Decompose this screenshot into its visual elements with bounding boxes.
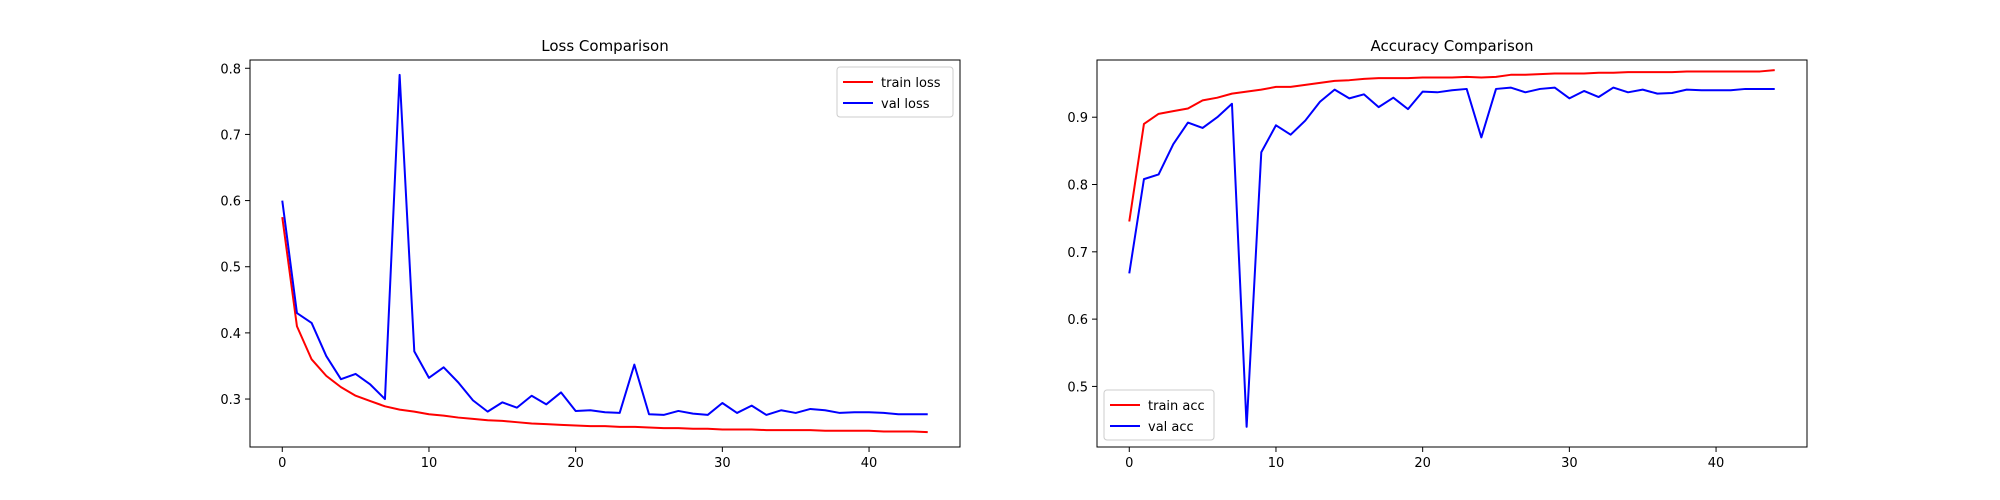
chart-title: Accuracy Comparison (1370, 37, 1533, 55)
y-tick-label: 0.7 (220, 128, 241, 143)
legend-label: val acc (1148, 420, 1194, 435)
x-tick-label: 30 (1561, 456, 1578, 471)
chart-0: Loss Comparison 0 10 20 30 40 0.3 0.4 0.5 0.6 0.7 0… (220, 37, 961, 471)
x-tick-label: 30 (714, 456, 731, 471)
y-tick-label: 0.3 (220, 393, 241, 408)
y-tick-label: 0.5 (1067, 380, 1088, 395)
series-line-train-loss (281, 216, 928, 434)
y-tick-label: 0.6 (220, 195, 241, 210)
x-tick-label: 40 (861, 456, 878, 471)
chart-1: Accuracy Comparison 0 10 20 30 40 0.5 0.6 0.7 0.8… (1067, 37, 1808, 471)
series-line-train-acc (1128, 69, 1775, 222)
legend-label: train loss (881, 76, 941, 91)
y-tick-label: 0.4 (220, 327, 241, 342)
x-tick-label: 10 (421, 456, 438, 471)
legend-box (836, 66, 954, 118)
y-tick-label: 0.8 (1067, 179, 1088, 194)
y-tick-label: 0.5 (220, 261, 241, 276)
legend: train acc val acc (1103, 389, 1215, 441)
axes-frame (249, 59, 961, 448)
y-tick-label: 0.7 (1067, 246, 1088, 261)
x-tick-label: 0 (278, 456, 286, 471)
x-tick-label: 10 (1268, 456, 1285, 471)
series-line-val-loss (281, 73, 928, 416)
y-tick-label: 0.8 (220, 62, 241, 77)
x-tick-label: 0 (1125, 456, 1133, 471)
y-tick-label: 0.9 (1067, 111, 1088, 126)
x-tick-label: 40 (1708, 456, 1725, 471)
axes-frame (1096, 59, 1808, 448)
legend-box (1103, 389, 1215, 441)
series-line-val-acc (1128, 86, 1775, 428)
x-tick-label: 20 (567, 456, 584, 471)
chart-title: Loss Comparison (541, 37, 668, 55)
x-tick-label: 20 (1414, 456, 1431, 471)
legend-label: train acc (1148, 399, 1205, 414)
legend: train loss val loss (836, 66, 954, 118)
legend-label: val loss (881, 97, 930, 112)
y-tick-label: 0.6 (1067, 313, 1088, 328)
